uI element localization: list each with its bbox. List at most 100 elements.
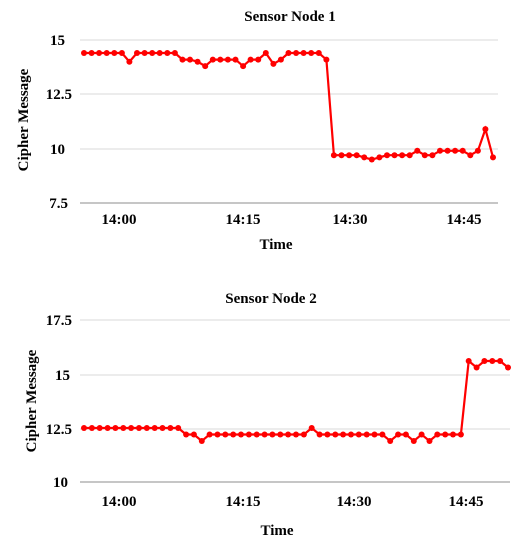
data-point xyxy=(450,431,456,438)
data-point xyxy=(293,431,299,438)
data-point xyxy=(399,152,406,159)
data-point xyxy=(452,147,459,154)
data-point xyxy=(414,147,421,154)
data-point xyxy=(391,152,398,159)
data-point xyxy=(247,56,254,63)
data-point xyxy=(474,147,481,154)
x-tick-label: 14:30 xyxy=(333,212,368,228)
data-point xyxy=(118,50,125,56)
data-point xyxy=(206,431,213,438)
data-point xyxy=(96,425,103,431)
data-point xyxy=(465,358,472,364)
data-point xyxy=(164,50,171,56)
data-point xyxy=(323,56,330,63)
data-point xyxy=(368,156,375,163)
y-axis-label: Cipher Message xyxy=(24,349,40,452)
data-point xyxy=(444,147,451,154)
data-point xyxy=(353,152,360,159)
data-point xyxy=(143,425,150,431)
data-point xyxy=(379,431,386,438)
data-point xyxy=(442,431,449,438)
data-point xyxy=(285,50,292,56)
x-tick-label: 14:45 xyxy=(449,494,484,510)
data-point xyxy=(316,431,323,438)
data-point xyxy=(175,425,182,431)
data-point xyxy=(410,438,417,444)
y-tick-label: 12.5 xyxy=(46,422,72,438)
data-point xyxy=(277,431,284,438)
data-point xyxy=(402,431,409,438)
data-point xyxy=(230,431,237,438)
data-point xyxy=(363,431,370,438)
data-point xyxy=(141,50,148,56)
data-point xyxy=(111,50,118,56)
data-point xyxy=(183,431,190,438)
data-point xyxy=(467,152,474,159)
y-tick-label: 7.5 xyxy=(49,196,68,212)
data-point xyxy=(457,431,464,438)
data-point xyxy=(149,50,156,56)
data-point xyxy=(481,358,488,364)
chart-title: Sensor Node 2 xyxy=(225,291,316,307)
x-tick-label: 14:15 xyxy=(226,212,261,228)
data-point xyxy=(421,152,428,159)
data-point xyxy=(482,126,489,133)
data-point xyxy=(332,431,339,438)
sensor-node-2-chart: Sensor Node 2 17.5 15 12.5 10 14:00 14:1… xyxy=(24,291,511,539)
data-point xyxy=(371,431,378,438)
series-group xyxy=(81,358,511,444)
data-point xyxy=(128,425,135,431)
data-point xyxy=(426,438,433,444)
data-point xyxy=(338,152,345,159)
data-point xyxy=(340,431,347,438)
data-point xyxy=(300,431,307,438)
data-point xyxy=(277,56,284,63)
data-point xyxy=(330,152,337,159)
data-point xyxy=(134,50,140,56)
data-point xyxy=(81,425,87,431)
x-tick-label: 14:00 xyxy=(102,494,137,510)
data-point xyxy=(81,50,87,56)
data-point xyxy=(159,425,166,431)
data-point xyxy=(300,50,307,56)
data-point xyxy=(103,50,110,56)
y-tick-label: 12.5 xyxy=(46,87,72,103)
data-point xyxy=(222,431,229,438)
data-point xyxy=(269,431,276,438)
data-point xyxy=(406,152,413,159)
data-point xyxy=(315,50,322,56)
data-point xyxy=(104,425,111,431)
x-axis-label: Time xyxy=(259,237,292,253)
y-tick-label: 10 xyxy=(50,142,65,158)
data-point xyxy=(255,56,262,63)
data-point xyxy=(497,358,504,364)
data-point xyxy=(376,154,383,161)
data-point xyxy=(88,425,95,431)
series-line xyxy=(84,51,495,161)
data-point xyxy=(238,431,244,438)
data-point xyxy=(198,438,205,444)
x-tick-label: 14:00 xyxy=(102,212,137,228)
data-point xyxy=(346,152,353,159)
y-tick-label: 15 xyxy=(55,368,70,384)
data-point xyxy=(418,431,425,438)
data-point xyxy=(171,50,178,56)
data-point xyxy=(459,147,466,154)
data-point xyxy=(126,58,133,65)
data-point xyxy=(262,50,269,56)
data-point xyxy=(112,425,119,431)
data-point xyxy=(136,425,142,431)
data-point xyxy=(214,431,221,438)
data-point xyxy=(270,60,277,67)
data-point xyxy=(348,431,354,438)
data-point xyxy=(355,431,362,438)
data-point xyxy=(240,63,247,70)
data-point xyxy=(384,152,390,159)
data-point xyxy=(88,50,95,56)
data-point xyxy=(217,56,224,63)
data-point xyxy=(308,50,315,56)
data-point xyxy=(324,431,331,438)
x-axis-label: Time xyxy=(260,523,293,539)
data-point xyxy=(167,425,174,431)
data-point xyxy=(505,364,511,371)
